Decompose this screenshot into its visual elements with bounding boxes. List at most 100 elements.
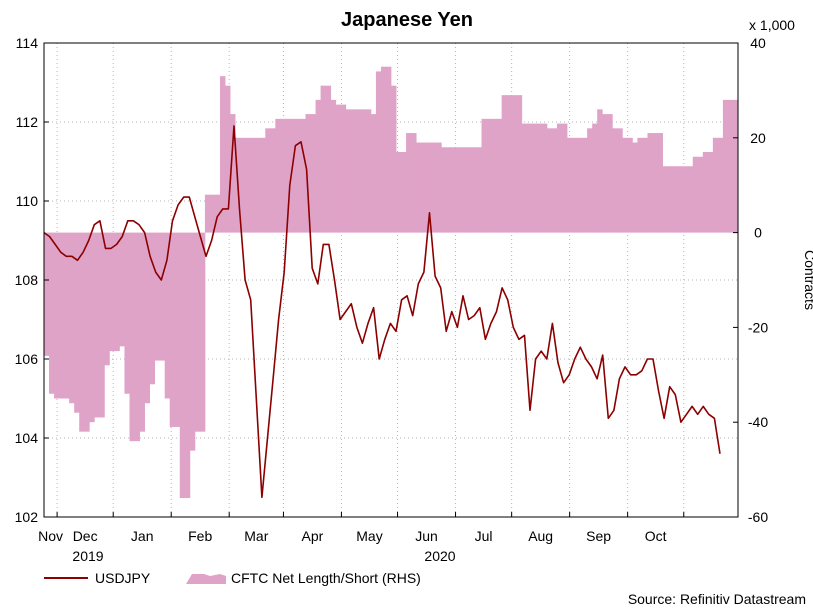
cftc-bar-18 [134,232,140,442]
cftc-bar-95 [521,123,528,233]
cftc-bar-28 [184,232,191,499]
cftc-bar-13 [109,232,115,352]
cftc-bar-89 [491,118,498,233]
cftc-bar-23 [159,232,166,361]
cftc-bar-54 [315,99,321,233]
chart-title: Japanese Yen [341,9,473,31]
cftc-bar-17 [129,232,135,442]
left-tick-label-110: 110 [16,193,39,209]
cftc-bar-85 [471,147,477,233]
cftc-bar-124 [667,166,674,233]
cftc-bar-47 [280,118,286,233]
right-axis-multiplier: x 1,000 [749,17,795,33]
cftc-bar-74 [416,142,422,233]
cftc-bar-41 [250,137,256,233]
right-tick-label--60: -60 [748,509,768,525]
cftc-bar-115 [622,137,628,233]
cftc-bar-104 [567,137,573,233]
cftc-bar-73 [411,133,417,233]
cftc-bar-22 [154,232,161,361]
left-tick-label-104: 104 [15,430,39,446]
legend-usdjpy-label: USDJPY [95,570,151,586]
cftc-bar-6 [74,232,80,413]
cftc-bar-92 [506,95,513,233]
cftc-bar-1 [49,232,55,394]
cftc-bar-93 [511,95,518,233]
left-tick-label-108: 108 [15,272,39,288]
cftc-bar-24 [164,232,171,399]
cftc-bar-62 [355,109,362,233]
cftc-bar-59 [340,104,347,233]
cftc-bar-86 [476,147,482,233]
cftc-bar-68 [385,66,392,233]
cftc-bar-120 [647,133,653,233]
legend-cftc-swatch [186,574,226,584]
cftc-bar-125 [672,166,679,233]
cftc-bar-128 [687,166,694,233]
cftc-bar-121 [652,133,658,233]
cftc-bar-112 [607,114,613,233]
cftc-bar-4 [64,232,70,399]
cftc-bar-33 [209,194,216,233]
x-tick-label-oct: Oct [645,528,667,544]
x-tick-label-mar: Mar [244,528,268,544]
cftc-bar-100 [546,128,553,233]
cftc-bar-111 [602,114,608,233]
cftc-bar-106 [577,137,583,233]
cftc-area-layer [44,66,739,499]
cftc-bar-42 [255,137,261,233]
cftc-bar-87 [481,118,487,233]
cftc-bar-61 [350,109,357,233]
cftc-bar-3 [59,232,65,399]
cftc-bar-16 [124,232,130,394]
cftc-bar-2 [54,232,60,399]
cftc-bar-55 [320,85,327,233]
cftc-bar-82 [456,147,462,233]
x-tick-label-jun: Jun [415,528,438,544]
cftc-bar-69 [391,85,397,233]
cftc-bar-77 [431,142,437,233]
cftc-bar-108 [587,128,593,233]
cftc-bar-83 [461,147,467,233]
cftc-bar-118 [637,137,643,233]
cftc-bar-40 [245,137,251,233]
x-tick-label-jan: Jan [131,528,154,544]
right-tick-label-0: 0 [754,225,762,241]
cftc-bar-96 [526,123,533,233]
cftc-bar-56 [325,85,332,233]
right-tick-label--40: -40 [748,414,768,430]
cftc-bar-109 [592,123,598,233]
cftc-bar-117 [632,142,638,233]
cftc-bar-44 [265,128,271,233]
cftc-bar-32 [204,194,211,233]
right-axis: -60 -40 -20 0 20 40 [733,35,768,525]
year-label-2020: 2020 [424,548,455,564]
cftc-bar-63 [360,109,367,233]
cftc-bar-20 [144,232,151,404]
cftc-bar-45 [270,128,276,233]
cftc-bar-75 [421,142,427,233]
cftc-bar-129 [692,156,699,233]
cftc-bar-137 [732,99,739,233]
cftc-bar-88 [486,118,492,233]
cftc-bar-50 [295,118,301,233]
cftc-bar-0 [44,232,50,356]
cftc-bar-94 [516,95,523,233]
cftc-bar-29 [189,232,196,451]
cftc-bar-119 [642,137,648,233]
right-tick-label-40: 40 [750,35,766,51]
cftc-bar-67 [380,66,387,233]
cftc-bar-79 [441,147,447,233]
cftc-bar-7 [79,232,85,432]
cftc-bar-34 [214,194,221,233]
cftc-bar-98 [536,123,543,233]
cftc-bar-76 [426,142,432,233]
x-tick-label-aug: Aug [528,528,553,544]
cftc-bar-39 [240,137,246,233]
cftc-bar-27 [179,232,186,499]
source-note: Source: Refinitiv Datastream [628,591,806,607]
cftc-bar-48 [285,118,291,233]
usdjpy-line [43,125,721,499]
cftc-bar-37 [230,114,236,233]
legend: USDJPY CFTC Net Length/Short (RHS) [44,570,421,586]
